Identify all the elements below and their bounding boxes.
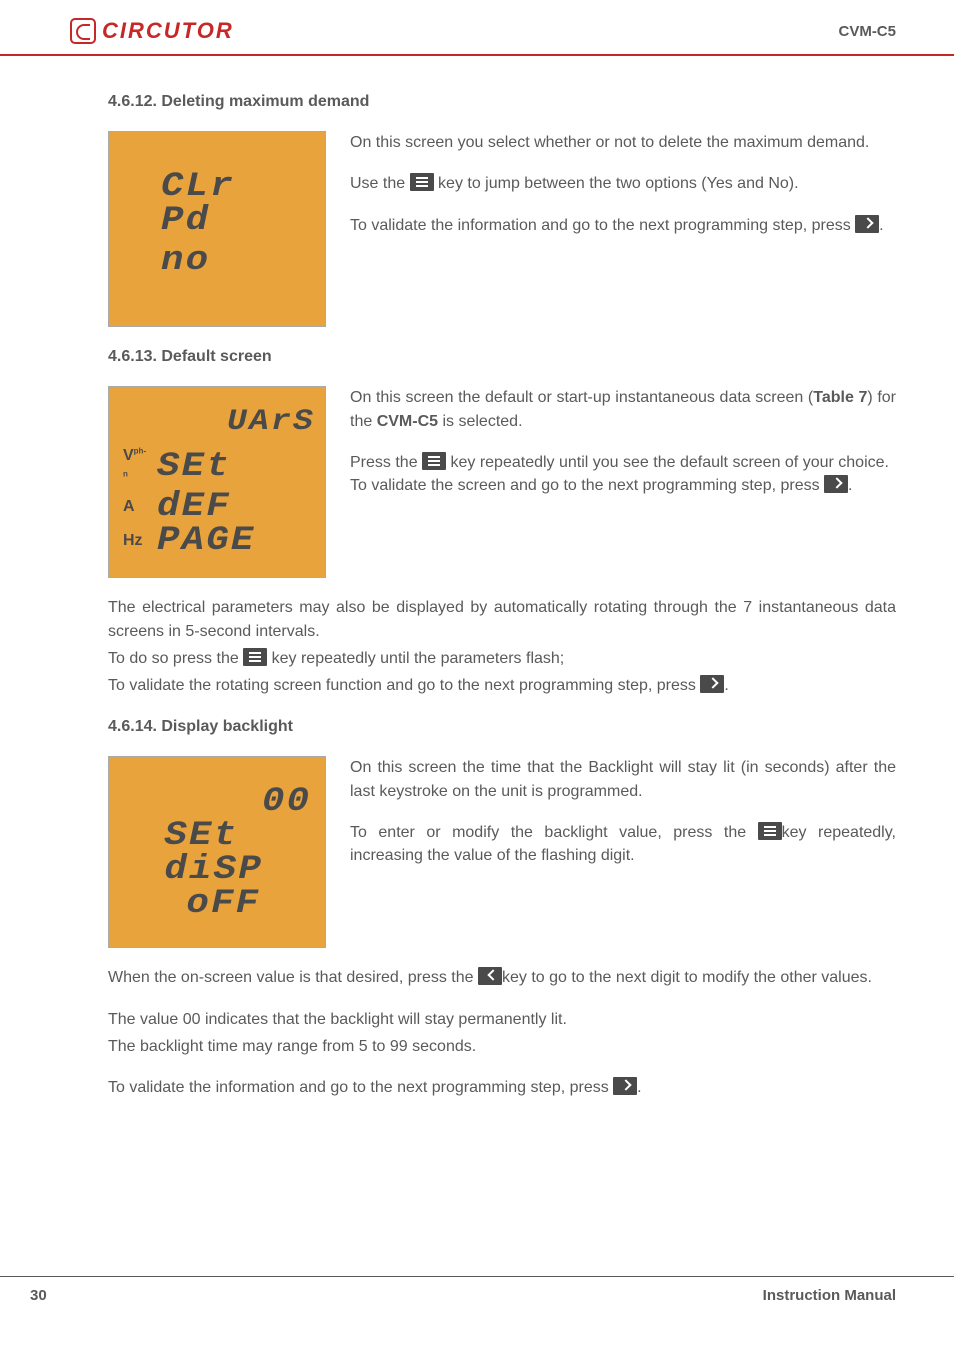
right-key-icon — [855, 215, 879, 233]
lcd-line: no — [161, 244, 322, 278]
lcd-line: Pd — [161, 204, 322, 238]
paragraph: To enter or modify the backlight value, … — [350, 821, 896, 867]
lcd-line: SEt — [157, 450, 231, 484]
paragraph: To do so press the key repeatedly until … — [108, 647, 896, 670]
lcd-line: diSP — [149, 853, 323, 887]
text-column: On this screen the default or start-up i… — [350, 386, 896, 578]
footer-label: Instruction Manual — [763, 1287, 896, 1304]
paragraph: The value 00 indicates that the backligh… — [108, 1008, 896, 1031]
paragraph: The electrical parameters may also be di… — [108, 596, 896, 642]
lcd-screen-3: 00 SEt diSP oFF — [108, 756, 326, 948]
section-row: UArS Vph-n SEt A dEF Hz PAGE On this scr… — [108, 386, 896, 578]
right-key-icon — [824, 475, 848, 493]
section-title-default-screen: 4.6.13. Default screen — [108, 345, 896, 368]
lcd-line: oFF — [149, 887, 323, 921]
paragraph: On this screen the default or start-up i… — [350, 386, 896, 432]
unit-label: Vph-n — [123, 444, 147, 490]
paragraph: To validate the information and go to th… — [350, 214, 896, 237]
page-header: CIRCUTOR CVM-C5 — [0, 0, 954, 56]
section-title-display-backlight: 4.6.14. Display backlight — [108, 715, 896, 738]
menu-key-icon — [243, 648, 267, 666]
menu-key-icon — [410, 173, 434, 191]
page-number: 30 — [30, 1287, 47, 1304]
menu-key-icon — [758, 822, 782, 840]
brand-logo: CIRCUTOR — [70, 18, 234, 44]
left-key-icon — [478, 967, 502, 985]
paragraph-block: To validate the information and go to th… — [108, 1076, 896, 1099]
right-key-icon — [613, 1077, 637, 1095]
paragraph: The backlight time may range from 5 to 9… — [108, 1035, 896, 1058]
page-footer: 30 Instruction Manual — [0, 1276, 954, 1304]
brand-text: CIRCUTOR — [102, 18, 234, 44]
paragraph: On this screen the time that the Backlig… — [350, 756, 896, 802]
paragraph: To validate the information and go to th… — [108, 1076, 896, 1099]
page-content: 4.6.12. Deleting maximum demand CLr Pd n… — [0, 56, 954, 1099]
text-column: On this screen the time that the Backlig… — [350, 756, 896, 948]
paragraph-block: The electrical parameters may also be di… — [108, 596, 896, 697]
lcd-line: dEF — [157, 490, 231, 524]
paragraph: To validate the rotating screen function… — [108, 674, 896, 697]
right-key-icon — [700, 675, 724, 693]
paragraph-block: The value 00 indicates that the backligh… — [108, 1008, 896, 1058]
paragraph: On this screen you select whether or not… — [350, 131, 896, 154]
unit-label: A — [123, 495, 147, 518]
paragraph: When the on-screen value is that desired… — [108, 966, 896, 989]
lcd-line: PAGE — [157, 524, 256, 558]
paragraph: To validate the screen and go to the nex… — [350, 474, 896, 497]
brand-icon — [70, 18, 96, 44]
model-label: CVM-C5 — [838, 23, 896, 40]
lcd-line: 00 — [262, 785, 311, 819]
lcd-line: CLr — [161, 170, 322, 204]
section-row: CLr Pd no On this screen you select whet… — [108, 131, 896, 327]
lcd-line: UArS — [227, 407, 315, 437]
text-column: On this screen you select whether or not… — [350, 131, 896, 327]
lcd-screen-1: CLr Pd no — [108, 131, 326, 327]
lcd-row: Hz PAGE — [123, 524, 307, 558]
paragraph: Use the key to jump between the two opti… — [350, 172, 896, 195]
unit-label: Hz — [123, 529, 147, 552]
lcd-screen-2: UArS Vph-n SEt A dEF Hz PAGE — [108, 386, 326, 578]
section-title-deleting-max-demand: 4.6.12. Deleting maximum demand — [108, 90, 896, 113]
menu-key-icon — [422, 452, 446, 470]
lcd-line: SEt — [149, 819, 323, 853]
paragraph: Press the key repeatedly until you see t… — [350, 451, 896, 474]
lcd-row: A dEF — [123, 490, 307, 524]
paragraph-block: When the on-screen value is that desired… — [108, 966, 896, 989]
lcd-row: Vph-n SEt — [123, 444, 307, 490]
section-row: 00 SEt diSP oFF On this screen the time … — [108, 756, 896, 948]
